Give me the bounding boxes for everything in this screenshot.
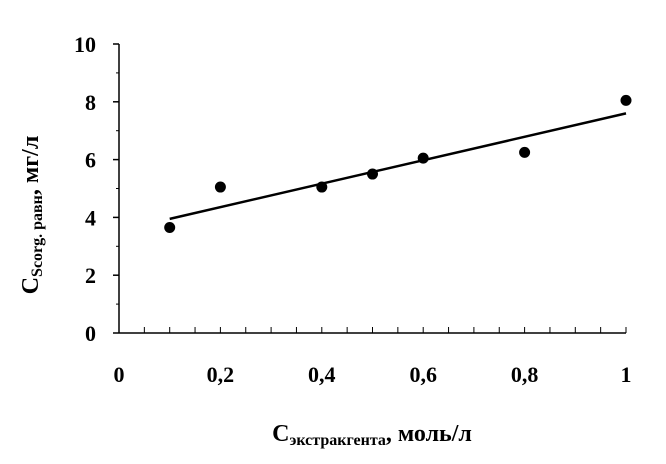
data-point (164, 222, 176, 234)
x-tick-label: 0,6 (409, 362, 437, 387)
trendline-group (169, 112, 627, 221)
y-tick-label: 6 (85, 148, 96, 173)
data-point (620, 94, 632, 106)
tick-labels: 0 2 4 6 8 10 0 0,2 0,4 0,6 0,8 1 (74, 32, 632, 387)
tick-marks (113, 43, 627, 334)
data-point (417, 152, 429, 164)
x-axis-label: Cэкстракгента, моль/л (272, 421, 472, 449)
data-point (214, 181, 226, 193)
x-axis-label-sub: экстракгента (289, 432, 385, 449)
x-tick-label: 0,4 (308, 362, 336, 387)
y-axis-label-sub: Scorg. равн (29, 195, 46, 277)
y-tick-label: 10 (74, 32, 96, 57)
data-point (316, 181, 328, 193)
x-tick-label: 0,2 (207, 362, 235, 387)
trendline (169, 112, 627, 221)
data-points (164, 94, 632, 234)
x-tick-label: 0 (114, 362, 125, 387)
data-point (519, 146, 531, 158)
axes (118, 44, 626, 334)
y-axis-label: CScorg. равн, мг/л (18, 136, 46, 295)
y-tick-label: 8 (85, 90, 96, 115)
y-axis-label-suffix: , мг/л (18, 136, 44, 195)
y-axis-label-main: C (18, 277, 44, 294)
y-tick-label: 0 (85, 321, 96, 346)
x-tick-label: 1 (621, 362, 632, 387)
data-point (367, 168, 378, 180)
x-axis-label-main: C (272, 421, 289, 447)
y-tick-label: 2 (85, 263, 96, 288)
y-tick-label: 4 (85, 205, 96, 230)
x-axis-label-suffix: , моль/л (386, 421, 472, 447)
x-tick-label: 0,8 (511, 362, 539, 387)
